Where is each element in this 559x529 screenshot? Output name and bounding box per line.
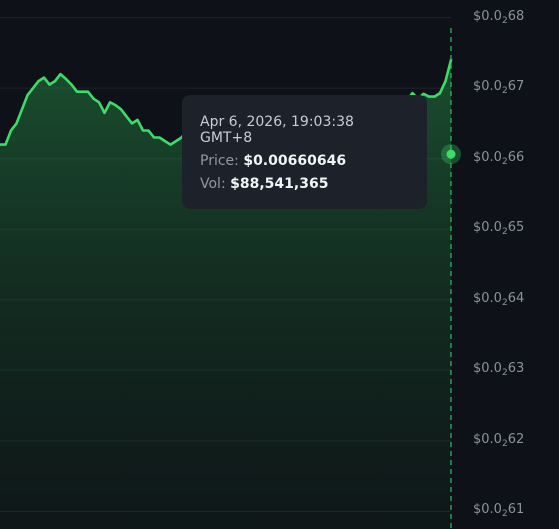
y-tick-digits: 67 xyxy=(507,79,525,95)
y-tick-zero-count: 2 xyxy=(501,156,508,167)
y-tick-zero-count: 2 xyxy=(501,438,508,449)
y-tick-digits: 68 xyxy=(507,8,525,24)
tooltip-price-row: Price: $0.00660646 xyxy=(200,153,409,169)
y-tick-label: $0.0263 xyxy=(473,361,524,378)
y-tick-label: $0.0267 xyxy=(473,79,524,96)
y-tick-digits: 65 xyxy=(507,220,525,236)
y-tick-zero-count: 2 xyxy=(501,227,508,238)
y-tick-zero-count: 2 xyxy=(501,368,508,379)
y-tick-label: $0.0262 xyxy=(473,432,524,449)
y-tick-zero-count: 2 xyxy=(501,86,508,97)
y-tick-zero-count: 2 xyxy=(501,15,508,26)
y-tick-prefix: $0.0 xyxy=(473,361,502,377)
tooltip-vol-row: Vol: $88,541,365 xyxy=(200,176,409,192)
y-tick-digits: 61 xyxy=(507,502,525,518)
tooltip-date: Apr 6, 2026, 19:03:38 GMT+8 xyxy=(200,114,354,146)
y-tick-prefix: $0.0 xyxy=(473,502,502,518)
y-tick-prefix: $0.0 xyxy=(473,149,502,165)
tooltip-vol-label: Vol: xyxy=(200,176,226,192)
tooltip-price-label: Price: xyxy=(200,153,239,169)
y-tick-digits: 64 xyxy=(507,290,525,306)
y-tick-zero-count: 2 xyxy=(501,509,508,520)
tooltip-price-value: $0.00660646 xyxy=(243,153,347,169)
price-tooltip: Apr 6, 2026, 19:03:38 GMT+8 Price: $0.00… xyxy=(182,95,427,209)
y-tick-digits: 62 xyxy=(507,431,525,447)
y-tick-prefix: $0.0 xyxy=(473,79,502,95)
y-tick-label: $0.0261 xyxy=(473,502,524,519)
y-tick-prefix: $0.0 xyxy=(473,290,502,306)
y-tick-label: $0.0264 xyxy=(473,291,524,308)
y-tick-label: $0.0265 xyxy=(473,220,524,237)
highlight-point[interactable] xyxy=(446,149,456,159)
y-tick-label: $0.0268 xyxy=(473,9,524,26)
y-tick-zero-count: 2 xyxy=(501,297,508,308)
y-tick-label: $0.0266 xyxy=(473,150,524,167)
y-tick-digits: 63 xyxy=(507,361,525,377)
y-tick-prefix: $0.0 xyxy=(473,431,502,447)
y-tick-prefix: $0.0 xyxy=(473,8,502,24)
y-tick-prefix: $0.0 xyxy=(473,220,502,236)
y-tick-digits: 66 xyxy=(507,149,525,165)
tooltip-vol-value: $88,541,365 xyxy=(230,176,329,192)
